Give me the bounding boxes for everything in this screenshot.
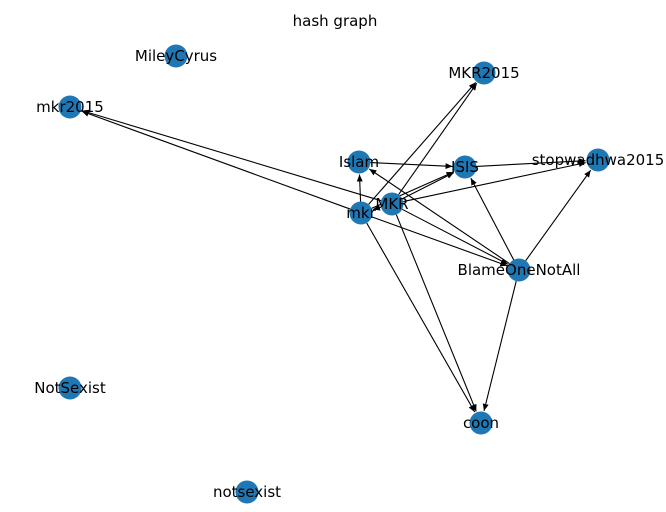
edge-mkr-to-mkr2015 — [368, 82, 477, 205]
node-circle-notsexist — [235, 480, 259, 504]
node-circle-notsexist — [58, 376, 82, 400]
node-label-mkr: MKR — [375, 195, 408, 213]
node-label-mkr2015: MKR2015 — [448, 64, 519, 82]
node-label-blameonenotall: BlameOneNotAll — [458, 261, 581, 279]
edge-islam-to-isis — [370, 161, 453, 170]
node-label-notsexist: notsexist — [213, 483, 281, 501]
node-circle-isis — [453, 155, 477, 179]
node-circle-mkr2015 — [472, 61, 496, 85]
node-label-mkr: mkr — [346, 204, 376, 222]
node-label-isis: ISIS — [451, 158, 479, 176]
node-circle-mileycyrus — [164, 44, 188, 68]
node-label-mkr2015: mkr2015 — [36, 98, 104, 116]
node-islam: Islam — [339, 150, 379, 174]
edge-mkr-to-isis — [402, 172, 455, 200]
edge-mkr-to-coon — [366, 222, 476, 413]
node-circle-blameonenotall — [507, 258, 531, 282]
edge-mkr-to-mkr2015 — [81, 109, 382, 202]
node-label-coon: coon — [463, 414, 499, 432]
node-label-stopwadhwa2015: stopwadhwa2015 — [532, 151, 665, 169]
edge-mkr-to-blameonenotall — [371, 216, 508, 267]
node-mkr: mkr — [346, 201, 377, 225]
node-blameonenotall: BlameOneNotAll — [458, 258, 581, 282]
node-mkr2015: mkr2015 — [36, 95, 104, 119]
edge-mkr-to-coon — [395, 214, 477, 412]
node-circle-stopwadhwa2015 — [586, 148, 610, 172]
node-mkr: MKR — [375, 192, 409, 216]
edge-blameonenotall-to-isis — [470, 177, 515, 261]
edge-blameonenotall-to-coon — [482, 281, 517, 412]
edge-mkr-to-stopwadhwa2015 — [403, 161, 586, 203]
edges-layer — [81, 82, 592, 413]
node-circle-coon — [469, 411, 493, 435]
edge-mkr-to-mkr — [372, 204, 382, 211]
graph-title: hash graph — [293, 12, 378, 30]
edge-mkr-to-islam — [356, 174, 363, 202]
node-label-islam: Islam — [339, 153, 379, 171]
node-circle-mkr — [380, 192, 404, 216]
node-coon: coon — [463, 411, 499, 435]
edge-isis-to-stopwadhwa2015 — [476, 158, 586, 167]
node-label-notsexist: NotSexist — [34, 379, 106, 397]
node-mileycyrus: MileyCyrus — [135, 44, 217, 68]
node-notsexist: NotSexist — [34, 376, 106, 400]
node-mkr2015: MKR2015 — [448, 61, 520, 85]
edge-blameonenotall-to-islam — [369, 168, 510, 265]
node-stopwadhwa2015: stopwadhwa2015 — [532, 148, 665, 172]
edge-mkr-to-mkr2015 — [81, 110, 351, 210]
node-isis: ISIS — [451, 155, 479, 179]
nodes-layer: MileyCyrus MKR2015 mkr2015 Islam ISIS stopwad… — [34, 44, 665, 504]
node-notsexist: notsexist — [213, 480, 281, 504]
node-circle-mkr — [349, 201, 373, 225]
edge-mkr-to-mkr2015 — [398, 82, 478, 195]
edge-mkr-to-blameonenotall — [401, 208, 509, 265]
node-label-mileycyrus: MileyCyrus — [135, 47, 217, 65]
edge-blameonenotall-to-stopwadhwa2015 — [525, 169, 592, 261]
node-circle-mkr2015 — [58, 95, 82, 119]
node-circle-islam — [347, 150, 371, 174]
